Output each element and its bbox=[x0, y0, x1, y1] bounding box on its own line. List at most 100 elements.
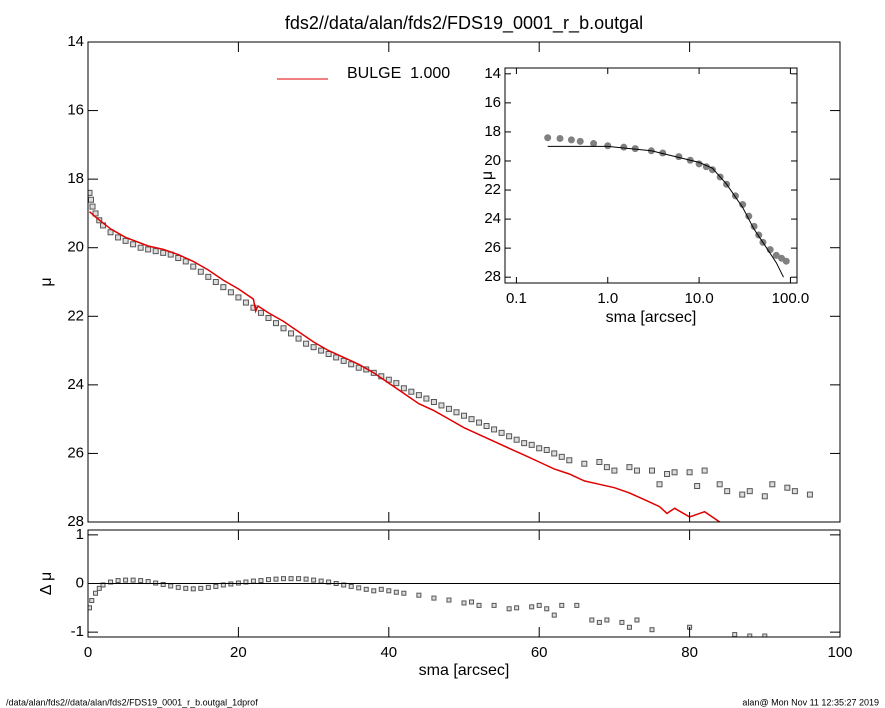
data-point bbox=[750, 222, 758, 230]
data-point bbox=[469, 599, 475, 605]
data-point bbox=[182, 258, 189, 265]
data-point bbox=[393, 589, 399, 595]
y-tick-label: 20 bbox=[484, 152, 501, 169]
data-point bbox=[400, 385, 407, 392]
y-tick-label: 20 bbox=[67, 239, 84, 256]
data-point bbox=[806, 491, 813, 498]
x-tick-label: 10.0 bbox=[684, 290, 713, 307]
data-point bbox=[138, 578, 144, 584]
data-point bbox=[310, 344, 317, 351]
data-point bbox=[468, 416, 475, 423]
data-point bbox=[273, 320, 279, 327]
data-point bbox=[348, 361, 355, 368]
y-tick-label: 18 bbox=[67, 170, 84, 187]
y-tick-label: 26 bbox=[67, 444, 84, 461]
legend-label: BULGE 1.000 bbox=[347, 65, 450, 82]
data-point bbox=[311, 577, 317, 583]
inset-background bbox=[505, 68, 797, 283]
data-point bbox=[160, 581, 166, 587]
data-point bbox=[326, 579, 332, 585]
y-tick-label: 26 bbox=[484, 239, 501, 256]
data-point bbox=[782, 257, 790, 265]
data-point bbox=[257, 309, 264, 316]
data-point bbox=[438, 402, 445, 409]
data-point bbox=[620, 143, 628, 151]
data-point bbox=[491, 602, 497, 608]
data-point bbox=[93, 590, 99, 596]
data-point bbox=[649, 627, 655, 633]
data-point bbox=[506, 606, 512, 612]
data-point bbox=[762, 633, 768, 637]
data-point bbox=[611, 467, 618, 474]
data-point bbox=[514, 605, 520, 611]
x-tick-label: 100.0 bbox=[772, 290, 810, 307]
y-tick-label: 14 bbox=[484, 65, 501, 82]
data-point bbox=[265, 577, 271, 583]
data-point bbox=[288, 576, 294, 582]
data-point bbox=[122, 237, 129, 244]
data-point bbox=[107, 229, 114, 236]
x-tick-label: 20 bbox=[230, 644, 247, 661]
x-tick-label: 40 bbox=[380, 644, 397, 661]
x-tick-label: 80 bbox=[681, 644, 698, 661]
data-point bbox=[123, 577, 129, 583]
y-tick-label: 22 bbox=[484, 181, 501, 198]
data-point bbox=[205, 273, 212, 280]
data-point bbox=[732, 632, 738, 637]
data-point bbox=[197, 268, 204, 275]
data-point bbox=[634, 617, 640, 623]
data-point bbox=[250, 304, 257, 311]
x-tick-label: 0.1 bbox=[506, 290, 527, 307]
data-point bbox=[348, 583, 354, 589]
data-point bbox=[619, 619, 625, 625]
plot-area bbox=[544, 134, 790, 278]
data-point bbox=[631, 145, 639, 153]
data-point bbox=[626, 464, 633, 471]
data-point bbox=[784, 484, 791, 491]
data-point bbox=[589, 617, 595, 623]
x-axis-label: sma [arcsec] bbox=[419, 662, 510, 679]
data-point bbox=[205, 584, 211, 590]
data-point bbox=[701, 467, 708, 474]
data-point bbox=[604, 617, 610, 623]
y-tick-label: 16 bbox=[67, 102, 84, 119]
data-point bbox=[461, 600, 467, 606]
data-point bbox=[137, 244, 144, 251]
data-point bbox=[303, 340, 310, 347]
data-point bbox=[160, 249, 167, 256]
data-point bbox=[145, 579, 151, 585]
data-point bbox=[175, 584, 181, 590]
data-point bbox=[130, 577, 136, 583]
y-tick-label: 18 bbox=[484, 123, 501, 140]
data-point bbox=[303, 576, 309, 582]
data-point bbox=[220, 582, 226, 588]
y-axis-label: μ bbox=[479, 171, 496, 180]
data-point bbox=[491, 426, 498, 433]
data-point bbox=[243, 579, 249, 585]
data-point bbox=[521, 440, 528, 447]
data-point bbox=[772, 251, 780, 259]
y-tick-label: 16 bbox=[484, 94, 501, 111]
data-point bbox=[281, 576, 287, 582]
y-axis-label: Δ μ bbox=[38, 572, 55, 595]
data-point bbox=[590, 140, 598, 148]
data-point bbox=[356, 585, 362, 591]
data-point bbox=[415, 392, 422, 399]
data-point bbox=[386, 588, 392, 594]
data-point bbox=[506, 433, 513, 440]
data-point bbox=[273, 576, 279, 582]
data-point bbox=[213, 583, 219, 589]
data-point bbox=[596, 459, 603, 465]
data-point bbox=[536, 602, 542, 608]
data-point bbox=[544, 606, 550, 612]
x-tick-label: 60 bbox=[531, 644, 548, 661]
data-point bbox=[108, 579, 114, 585]
axis-box bbox=[87, 41, 841, 523]
data-point bbox=[318, 347, 325, 354]
data-point bbox=[544, 134, 552, 142]
data-point bbox=[603, 464, 610, 471]
data-point bbox=[408, 388, 415, 395]
data-point bbox=[333, 354, 340, 361]
y-tick-label: 24 bbox=[67, 376, 84, 393]
